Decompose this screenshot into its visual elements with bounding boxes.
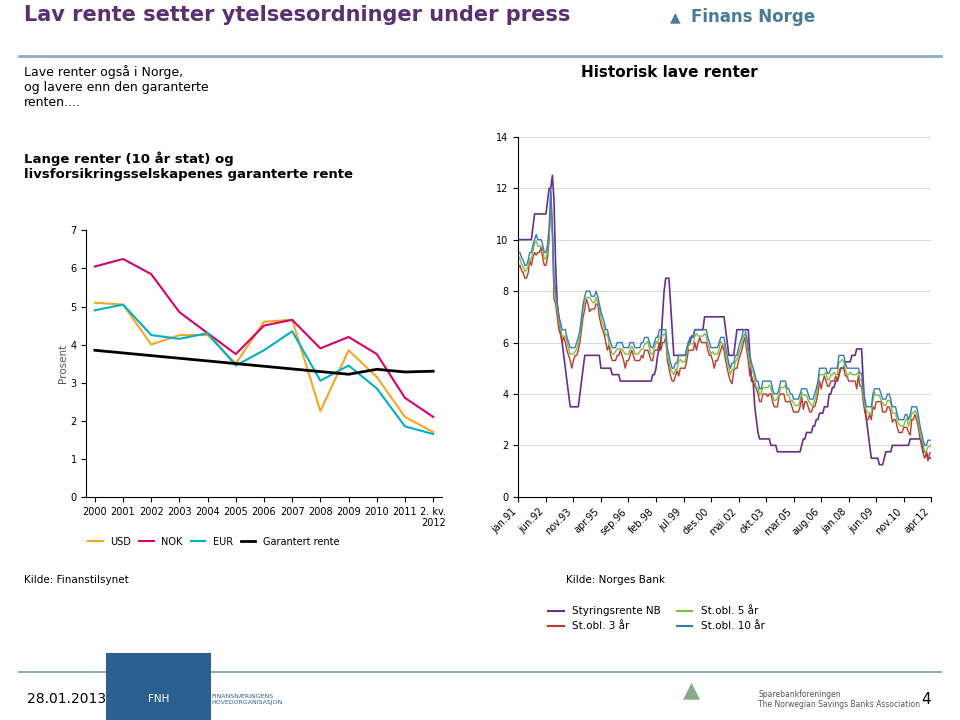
Text: ▲: ▲ (670, 10, 681, 24)
Text: Lange renter (10 år stat) og
livsforsikringsselskapenes garanterte rente: Lange renter (10 år stat) og livsforsikr… (24, 151, 353, 181)
Legend: Styringsrente NB, St.obl. 3 år, St.obl. 5 år, St.obl. 10 år: Styringsrente NB, St.obl. 3 år, St.obl. … (544, 602, 769, 636)
Text: FNH: FNH (148, 695, 169, 704)
Text: Kilde: Norges Bank: Kilde: Norges Bank (566, 575, 665, 585)
Text: Finans Norge: Finans Norge (691, 8, 815, 26)
Y-axis label: Prosent: Prosent (58, 344, 67, 383)
Text: 4: 4 (922, 692, 931, 707)
Text: Lave renter også i Norge,
og lavere enn den garanterte
renten....: Lave renter også i Norge, og lavere enn … (24, 65, 208, 109)
Text: ▲: ▲ (683, 680, 700, 701)
Text: Lav rente setter ytelsesordninger under press: Lav rente setter ytelsesordninger under … (24, 5, 570, 25)
Text: Historisk lave renter: Historisk lave renter (581, 65, 757, 80)
Legend: USD, NOK, EUR, Garantert rente: USD, NOK, EUR, Garantert rente (84, 533, 344, 551)
Text: Kilde: Finanstilsynet: Kilde: Finanstilsynet (24, 575, 129, 585)
Text: 28.01.2013: 28.01.2013 (27, 693, 106, 706)
Text: FINANSNÆRINGENS
HOVEDORGANISASJON: FINANSNÆRINGENS HOVEDORGANISASJON (211, 694, 282, 705)
Text: Sparebankforeningen
The Norwegian Savings Banks Association: Sparebankforeningen The Norwegian Saving… (758, 690, 921, 709)
